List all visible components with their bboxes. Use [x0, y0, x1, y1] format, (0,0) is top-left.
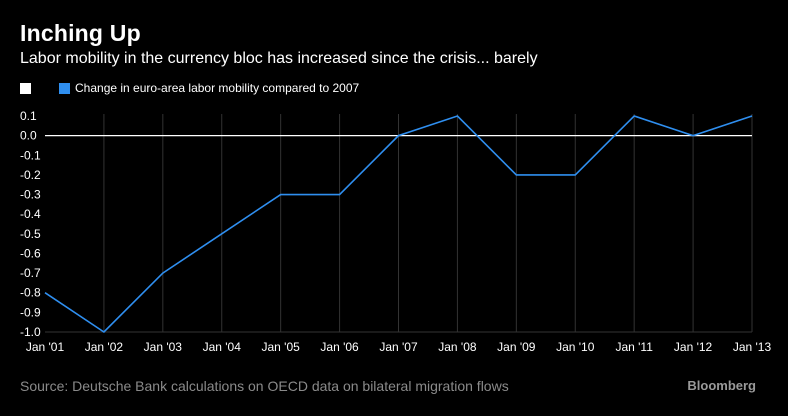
chart-subtitle: Labor mobility in the currency bloc has … [20, 50, 538, 67]
y-tick-label: -0.5 [20, 227, 41, 241]
legend-swatch-series [59, 82, 70, 94]
x-tick-label: Jan '09 [497, 340, 536, 354]
legend-swatch-blank [20, 82, 31, 94]
x-tick-label: Jan '10 [556, 340, 595, 354]
legend: Change in euro-area labor mobility compa… [20, 81, 359, 95]
y-tick-label: -0.3 [20, 188, 41, 202]
x-tick-label: Jan '02 [85, 340, 124, 354]
y-tick-label: -1.0 [20, 325, 41, 339]
legend-label-series: Change in euro-area labor mobility compa… [75, 81, 360, 95]
y-tick-label: -0.7 [20, 266, 41, 280]
y-tick-label: 0.1 [20, 109, 37, 123]
x-tick-label: Jan '13 [733, 340, 772, 354]
y-tick-label: 0.0 [20, 129, 37, 143]
y-tick-label: -0.2 [20, 168, 41, 182]
source-note: Source: Deutsche Bank calculations on OE… [20, 378, 509, 394]
x-tick-label: Jan '04 [203, 340, 242, 354]
y-tick-label: -0.9 [20, 305, 41, 319]
x-tick-label: Jan '06 [320, 340, 359, 354]
chart-title: Inching Up [20, 20, 141, 46]
y-tick-label: -0.6 [20, 246, 41, 260]
y-tick-label: -0.4 [20, 207, 41, 221]
x-tick-label: Jan '08 [438, 340, 477, 354]
y-tick-label: -0.1 [20, 148, 41, 162]
y-tick-label: -0.8 [20, 286, 41, 300]
x-tick-label: Jan '01 [26, 340, 65, 354]
x-tick-label: Jan '07 [379, 340, 418, 354]
x-tick-label: Jan '03 [144, 340, 183, 354]
bloomberg-logo: Bloomberg [687, 378, 756, 393]
x-tick-label: Jan '05 [262, 340, 301, 354]
x-tick-label: Jan '11 [615, 340, 653, 354]
x-tick-label: Jan '12 [674, 340, 713, 354]
